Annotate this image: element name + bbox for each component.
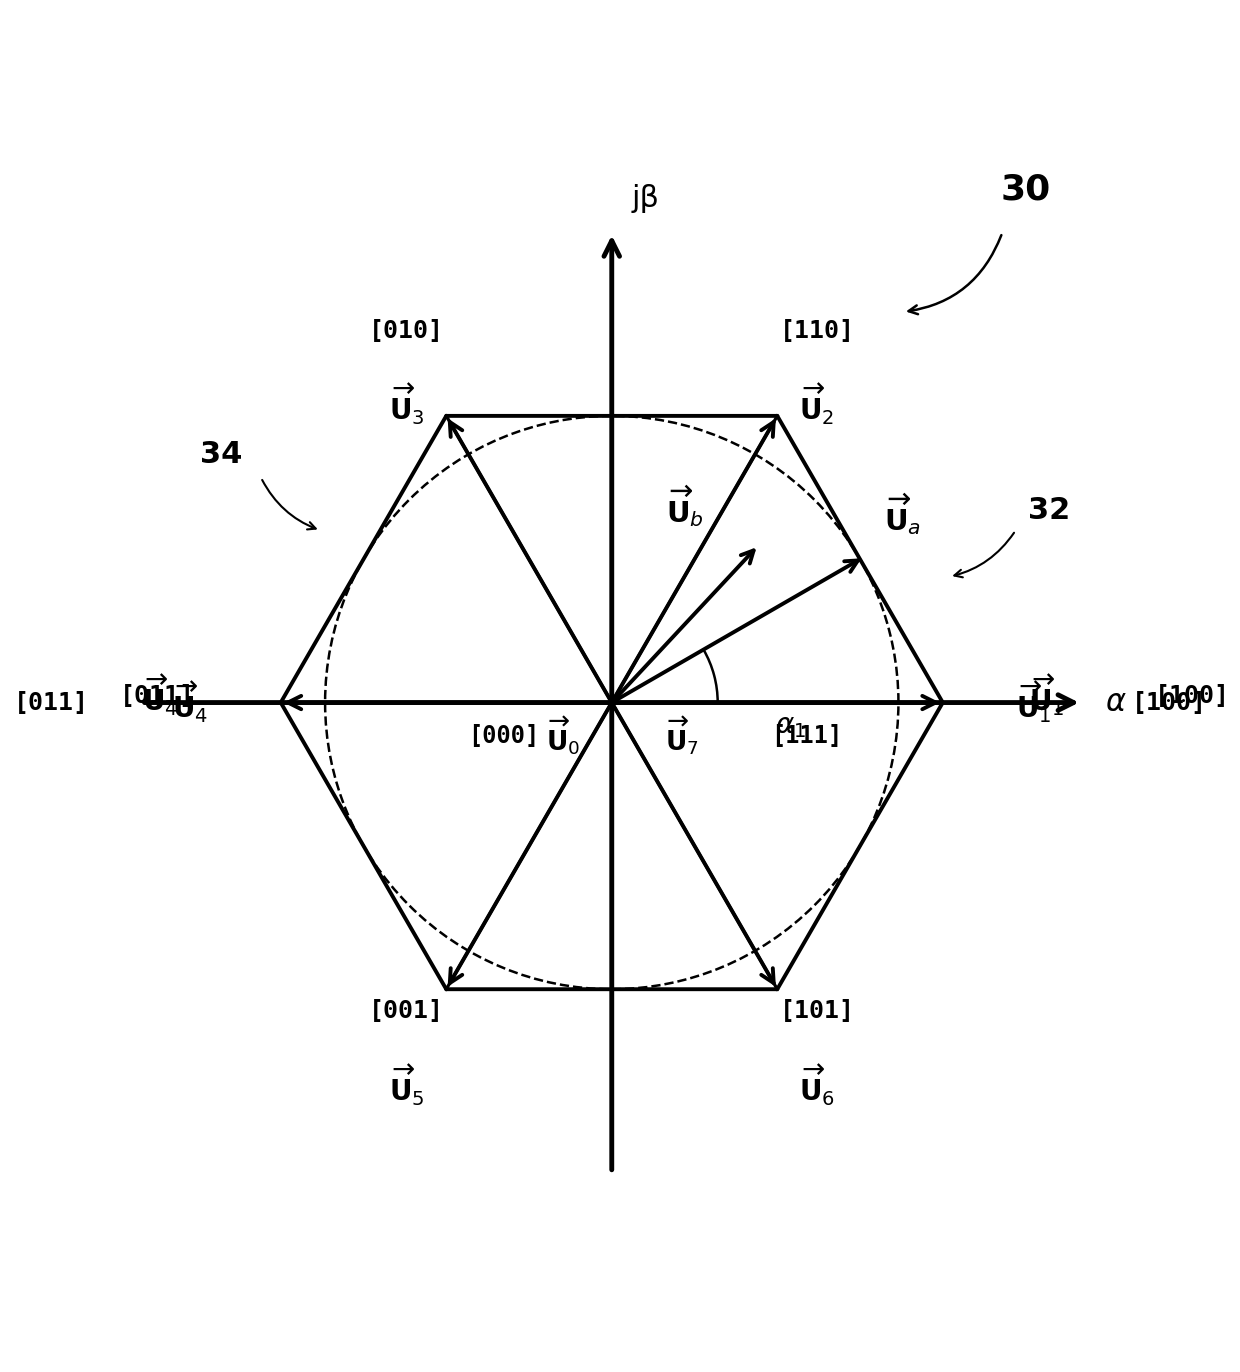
Text: 32: 32 [1028,497,1070,525]
Text: $\overrightarrow{\mathbf{U}}_4$: $\overrightarrow{\mathbf{U}}_4$ [143,674,179,719]
Text: [101]: [101] [780,999,854,1022]
Text: $\overrightarrow{\mathbf{U}}_{2}$: $\overrightarrow{\mathbf{U}}_{2}$ [800,383,835,428]
FancyArrowPatch shape [262,480,316,530]
Text: 30: 30 [1001,173,1050,206]
Text: $\overrightarrow{\mathbf{U}}_{3}$: $\overrightarrow{\mathbf{U}}_{3}$ [388,383,424,428]
Text: jβ: jβ [631,184,660,213]
Text: [100]: [100] [1131,690,1207,715]
Text: $\overrightarrow{\mathbf{U}}_1$: $\overrightarrow{\mathbf{U}}_1$ [1029,674,1064,719]
Text: [100]: [100] [1154,683,1230,708]
Text: $\overrightarrow{\mathbf{U}}_4$: $\overrightarrow{\mathbf{U}}_4$ [172,681,208,724]
Text: [011]: [011] [14,690,89,715]
FancyArrowPatch shape [909,235,1002,314]
Text: $\overrightarrow{\mathbf{U}}_7$: $\overrightarrow{\mathbf{U}}_7$ [665,715,698,757]
FancyArrowPatch shape [955,532,1014,578]
Text: [010]: [010] [370,318,444,343]
Text: α: α [1105,687,1125,718]
Text: [000]: [000] [467,723,539,748]
Text: $\overrightarrow{\mathbf{U}}_0$: $\overrightarrow{\mathbf{U}}_0$ [546,715,580,757]
Text: $\overrightarrow{\mathbf{U}}_{6}$: $\overrightarrow{\mathbf{U}}_{6}$ [799,1062,835,1107]
Text: [111]: [111] [770,723,842,748]
Text: 34: 34 [200,440,242,469]
Text: [001]: [001] [370,999,444,1022]
Text: [011]: [011] [120,683,195,708]
Text: $\overrightarrow{\mathbf{U}}_1$: $\overrightarrow{\mathbf{U}}_1$ [1016,681,1052,724]
Text: $\overrightarrow{\mathbf{U}}_{5}$: $\overrightarrow{\mathbf{U}}_{5}$ [389,1062,424,1107]
Text: $\overrightarrow{\mathbf{U}}_b$: $\overrightarrow{\mathbf{U}}_b$ [666,483,703,528]
Text: [110]: [110] [780,318,854,343]
Text: $\overrightarrow{\mathbf{U}}_a$: $\overrightarrow{\mathbf{U}}_a$ [884,491,921,536]
Text: $\alpha_1$: $\alpha_1$ [775,712,806,740]
